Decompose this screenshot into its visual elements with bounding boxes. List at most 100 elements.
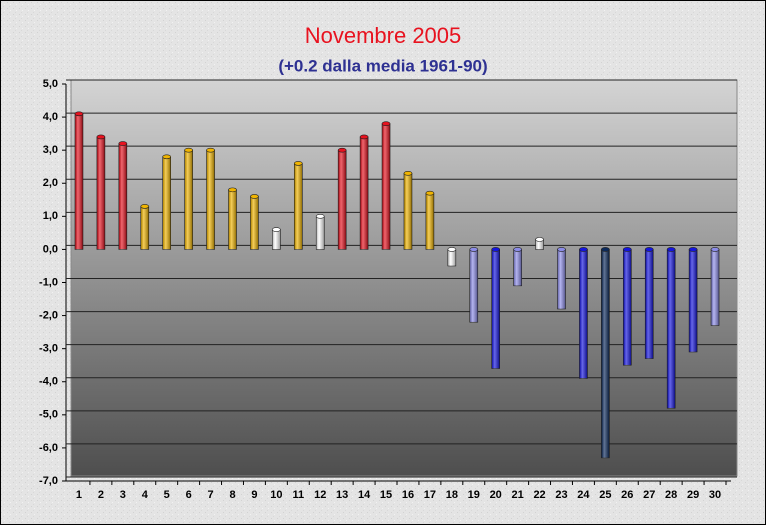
x-tick-label: 29 xyxy=(687,489,699,501)
bar-cap xyxy=(250,194,259,199)
bar-cap xyxy=(74,111,84,117)
x-tick-label: 21 xyxy=(512,489,524,501)
y-tick-label: 3,0 xyxy=(43,144,58,156)
x-tick-label: 14 xyxy=(358,489,371,501)
bar-shade xyxy=(557,249,566,309)
x-tick-label: 20 xyxy=(490,489,502,501)
x-tick-label: 1 xyxy=(76,489,82,501)
bar-cap xyxy=(425,190,435,196)
bar-shade xyxy=(469,249,478,323)
y-tick-label: -4,0 xyxy=(39,376,58,388)
bar-cap xyxy=(710,247,720,252)
x-tick-label: 19 xyxy=(468,489,480,501)
bar-shade xyxy=(294,163,303,250)
y-tick-label: -2,0 xyxy=(39,309,58,321)
bar-shade xyxy=(140,206,149,250)
y-tick-label: -3,0 xyxy=(39,343,58,355)
x-tick-label: 10 xyxy=(270,489,282,501)
x-tick-label: 16 xyxy=(402,489,414,501)
bar-cap xyxy=(513,247,522,252)
bar-cap xyxy=(469,247,479,252)
bar-cap xyxy=(315,214,325,219)
bar-cap xyxy=(337,147,347,153)
bar-shade xyxy=(250,196,259,250)
bar-cap xyxy=(557,247,566,252)
bar-shade xyxy=(316,216,325,250)
y-tick-label: 5,0 xyxy=(43,78,58,90)
bar-cap xyxy=(666,247,676,252)
bar-cap xyxy=(272,227,281,232)
bar-shade xyxy=(403,173,412,250)
x-tick-label: 27 xyxy=(643,489,655,501)
bar-cap xyxy=(162,154,171,160)
x-tick-label: 23 xyxy=(555,489,567,501)
x-tick-label: 3 xyxy=(120,489,126,501)
bar-shade xyxy=(118,143,127,250)
chart-subtitle: (+0.2 dalla media 1961-90) xyxy=(278,56,487,75)
x-tick-label: 28 xyxy=(665,489,677,501)
x-tick-label: 24 xyxy=(577,489,590,501)
x-tick-label: 26 xyxy=(621,489,633,501)
bar-cap xyxy=(688,247,698,252)
bar-shade xyxy=(382,123,391,250)
x-tick-label: 22 xyxy=(533,489,545,501)
bar-cap xyxy=(622,247,632,252)
bar-shade xyxy=(74,113,83,250)
x-tick-label: 18 xyxy=(446,489,458,501)
bar-cap xyxy=(184,147,193,153)
bar-cap xyxy=(403,171,413,176)
bar-cap xyxy=(447,247,457,252)
bar-shade xyxy=(447,249,456,266)
bar-shade xyxy=(360,136,369,250)
bar-cap xyxy=(644,247,654,252)
y-tick-label: -6,0 xyxy=(39,442,58,454)
bar-cap xyxy=(491,247,501,252)
y-tick-label: -5,0 xyxy=(39,409,58,421)
x-tick-label: 25 xyxy=(599,489,611,501)
bar-cap xyxy=(118,141,128,146)
x-tick-label: 2 xyxy=(98,489,104,501)
x-tick-label: 9 xyxy=(251,489,257,501)
bar-cap xyxy=(293,161,303,166)
bar-shade xyxy=(184,150,193,250)
y-tick-label: 2,0 xyxy=(43,177,58,189)
bar-shade xyxy=(491,249,500,369)
x-tick-label: 4 xyxy=(142,489,149,501)
bar-cap xyxy=(228,187,237,193)
x-tick-label: 8 xyxy=(229,489,235,501)
bar-cap xyxy=(381,121,391,126)
bar-shade xyxy=(645,249,654,359)
bar-shade xyxy=(206,150,215,250)
bar-shade xyxy=(579,249,588,379)
x-tick-label: 11 xyxy=(292,489,304,501)
bar-shade xyxy=(535,239,544,250)
bar-cap xyxy=(96,134,106,140)
chart-title: Novembre 2005 xyxy=(305,23,462,48)
x-tick-label: 5 xyxy=(164,489,170,501)
bar-cap xyxy=(535,237,544,242)
bar-cap xyxy=(206,147,215,153)
x-tick-label: 7 xyxy=(208,489,214,501)
bar-shade xyxy=(272,229,281,250)
bar-shade xyxy=(513,249,522,286)
y-tick-label: 1,0 xyxy=(43,210,58,222)
bar-cap xyxy=(579,247,588,252)
bar-shade xyxy=(623,249,632,366)
y-tick-label: -7,0 xyxy=(39,475,58,487)
bar-shade xyxy=(667,249,676,409)
bar-shade xyxy=(711,249,720,326)
bar-shade xyxy=(601,249,610,458)
bar-shade xyxy=(96,136,105,250)
y-tick-label: 4,0 xyxy=(43,111,58,123)
x-tick-label: 30 xyxy=(709,489,721,501)
bar-shade xyxy=(162,156,171,250)
bar-cap xyxy=(140,204,150,209)
y-tick-label: -1,0 xyxy=(39,276,58,288)
bar-shade xyxy=(338,150,347,250)
x-tick-label: 15 xyxy=(380,489,392,501)
bar-cap xyxy=(359,134,369,140)
x-tick-label: 17 xyxy=(424,489,436,501)
bar-cap xyxy=(601,247,610,252)
